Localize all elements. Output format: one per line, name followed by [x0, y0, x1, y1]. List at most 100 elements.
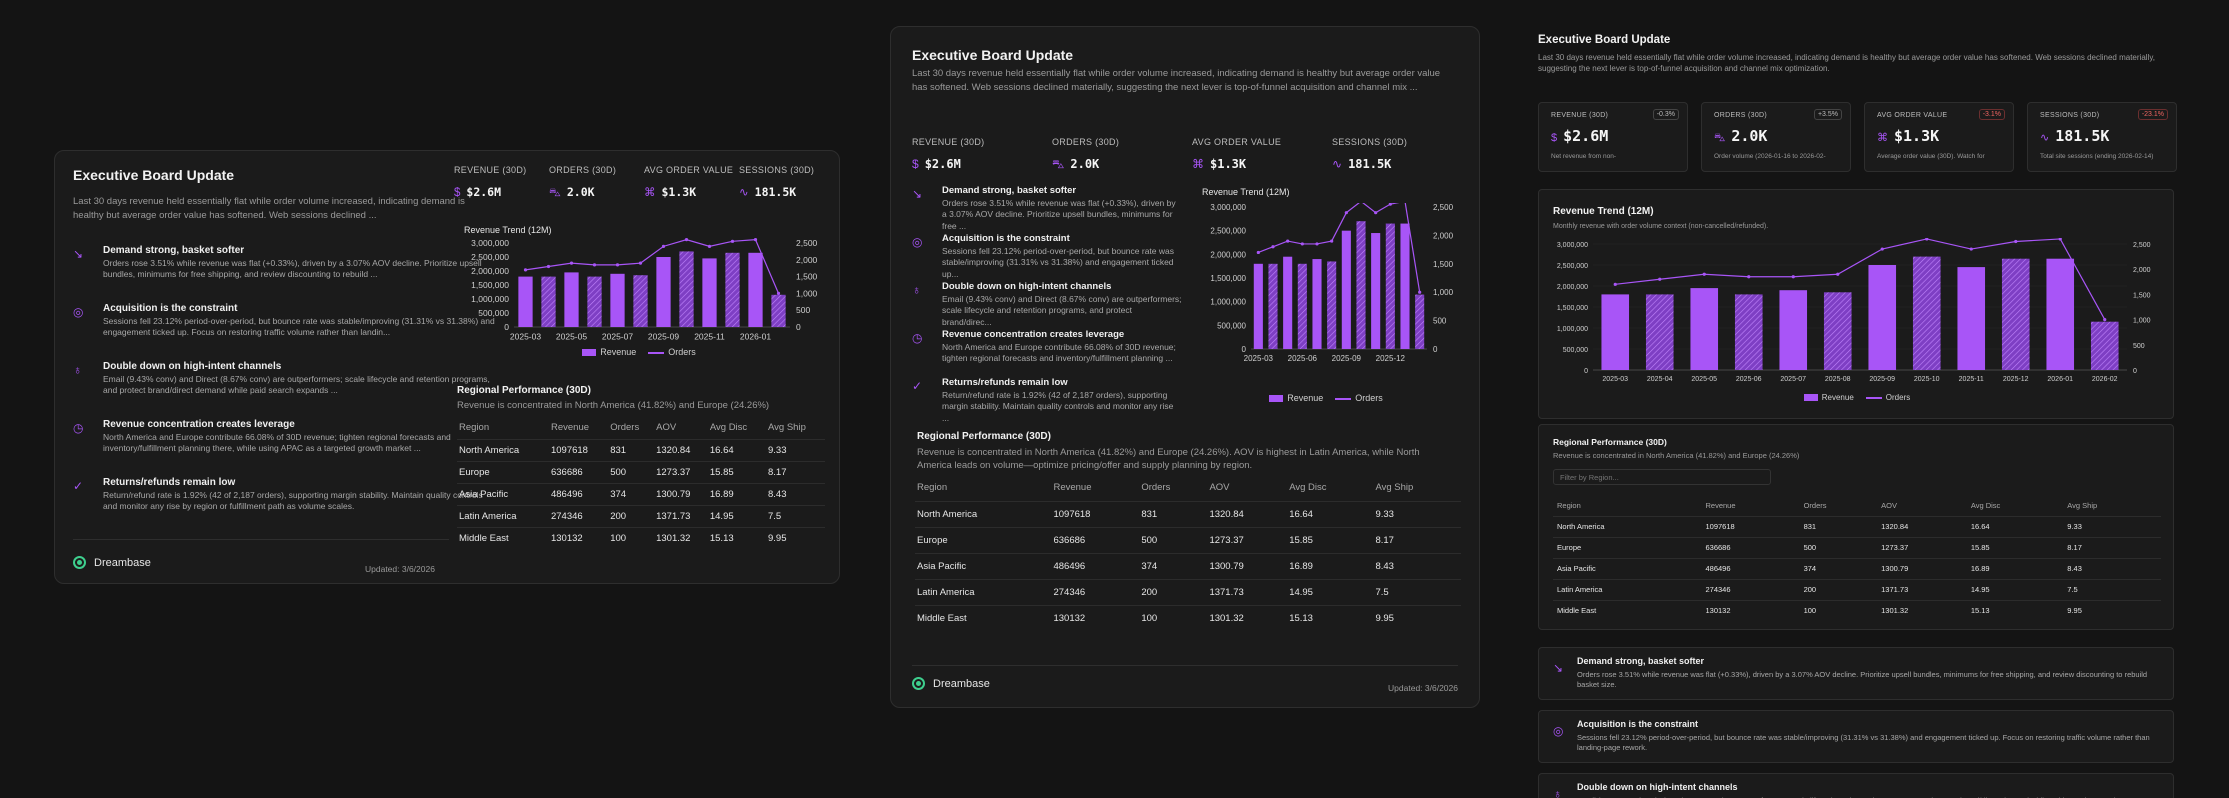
orders-point[interactable] [1658, 277, 1662, 281]
revenue-bar[interactable] [1268, 263, 1278, 349]
revenue-bar[interactable] [1601, 294, 1630, 370]
table-row[interactable]: Asia Pacific 486496 374 1300.79 16.89 8.43 [457, 482, 825, 505]
revenue-bar[interactable] [1341, 230, 1351, 349]
revenue-bar[interactable] [587, 276, 602, 327]
orders-point[interactable] [2014, 239, 2018, 244]
orders-point[interactable] [684, 238, 689, 242]
orders-point[interactable] [1300, 242, 1304, 246]
revenue-bar[interactable] [771, 294, 786, 327]
table-row[interactable]: North America 1097618 831 1320.84 16.64 9.33 [915, 500, 1461, 527]
orders-point[interactable] [2058, 238, 2062, 241]
column-header[interactable]: AOV [1209, 482, 1230, 494]
table-row[interactable]: Asia Pacific 486496 374 1300.79 16.89 8.43 [915, 552, 1461, 579]
orders-point[interactable] [1330, 239, 1334, 243]
orders-point[interactable] [776, 291, 781, 295]
orders-point[interactable] [661, 244, 666, 248]
orders-point[interactable] [1880, 247, 1884, 251]
column-header[interactable]: Orders [1803, 500, 1827, 510]
orders-point[interactable] [1388, 203, 1392, 206]
orders-point[interactable] [707, 244, 712, 248]
orders-point[interactable] [1315, 242, 1319, 246]
orders-point[interactable] [753, 238, 758, 242]
orders-point[interactable] [1256, 250, 1260, 255]
column-header[interactable]: AOV [1881, 500, 1897, 510]
revenue-bar[interactable] [725, 252, 740, 327]
revenue-bar[interactable] [633, 275, 648, 327]
column-header[interactable]: Avg Disc [1289, 482, 1327, 494]
revenue-bar[interactable] [656, 257, 671, 327]
column-header[interactable]: Region [917, 482, 948, 494]
region-filter-input[interactable] [1553, 469, 1771, 485]
column-header[interactable]: Avg Ship [1375, 482, 1414, 494]
revenue-bar[interactable] [1415, 294, 1425, 349]
revenue-bar[interactable] [1385, 223, 1395, 349]
revenue-bar[interactable] [2090, 321, 2119, 370]
orders-point[interactable] [1374, 211, 1378, 215]
orders-point[interactable] [1613, 282, 1617, 286]
revenue-bar[interactable] [1356, 221, 1366, 349]
orders-point[interactable] [523, 268, 528, 272]
orders-point[interactable] [1286, 239, 1290, 243]
column-header[interactable]: Avg Ship [768, 422, 806, 434]
revenue-bar[interactable] [1312, 259, 1322, 349]
revenue-bar[interactable] [1690, 288, 1719, 370]
column-header[interactable]: Revenue [1053, 482, 1092, 494]
orders-point[interactable] [1836, 272, 1840, 276]
column-header[interactable]: Avg Disc [1970, 500, 2001, 510]
column-header[interactable]: Region [459, 422, 490, 434]
revenue-bar[interactable] [1327, 261, 1337, 349]
orders-point[interactable] [546, 264, 551, 269]
table-row[interactable]: Europe 636686 500 1273.37 15.85 8.17 [457, 460, 825, 483]
table-row[interactable]: Latin America 274346 200 1371.73 14.95 7.5 [457, 504, 825, 527]
revenue-bar[interactable] [748, 252, 763, 327]
table-row[interactable]: North America 1097618 831 1320.84 16.64 9.33 [457, 438, 825, 461]
revenue-bar[interactable] [1371, 233, 1381, 349]
orders-point[interactable] [1702, 272, 1706, 276]
orders-point[interactable] [615, 263, 620, 267]
column-header[interactable]: Avg Ship [2067, 500, 2098, 510]
orders-point[interactable] [569, 261, 574, 265]
orders-point[interactable] [592, 263, 597, 267]
revenue-bar[interactable] [564, 272, 579, 327]
orders-point[interactable] [1969, 247, 1973, 251]
column-header[interactable]: Avg Disc [709, 422, 748, 434]
revenue-bar[interactable] [1645, 294, 1674, 370]
table-row[interactable]: Europe 636686 500 1273.37 15.85 8.17 [915, 526, 1461, 553]
revenue-bar[interactable] [1912, 256, 1941, 370]
column-header[interactable]: Orders [1141, 482, 1171, 494]
revenue-bar[interactable] [1297, 263, 1307, 349]
table-row[interactable]: Middle East 130132 100 1301.32 15.13 9.95 [1553, 599, 2161, 621]
column-header[interactable]: Region [1557, 500, 1581, 510]
table-row[interactable]: North America 1097618 831 1320.84 16.64 9.33 [1553, 515, 2161, 537]
table-row[interactable]: Asia Pacific 486496 374 1300.79 16.89 8.43 [1553, 557, 2161, 579]
revenue-bar[interactable] [1957, 267, 1986, 370]
orders-point[interactable] [1344, 211, 1348, 215]
table-row[interactable]: Latin America 274346 200 1371.73 14.95 7.5 [1553, 578, 2161, 600]
table-row[interactable]: Latin America 274346 200 1371.73 14.95 7.5 [915, 578, 1461, 605]
revenue-bar[interactable] [1283, 256, 1293, 349]
orders-point[interactable] [1271, 245, 1275, 249]
orders-point[interactable] [1747, 275, 1751, 279]
revenue-bar[interactable] [1823, 292, 1852, 370]
table-row[interactable]: Middle East 130132 100 1301.32 15.13 9.95 [915, 604, 1461, 631]
orders-point[interactable] [1925, 238, 1929, 241]
table-row[interactable]: Europe 636686 500 1273.37 15.85 8.17 [1553, 536, 2161, 558]
revenue-bar[interactable] [518, 276, 533, 327]
orders-point[interactable] [638, 261, 643, 265]
revenue-bar[interactable] [702, 258, 717, 327]
revenue-bar[interactable] [1400, 223, 1410, 349]
revenue-bar[interactable] [1868, 265, 1897, 370]
column-header[interactable]: Revenue [1705, 500, 1736, 510]
orders-point[interactable] [730, 239, 735, 243]
table-row[interactable]: Middle East 130132 100 1301.32 15.13 9.95 [457, 526, 825, 549]
column-header[interactable]: Revenue [550, 422, 590, 434]
revenue-bar[interactable] [679, 251, 694, 327]
revenue-bar[interactable] [2001, 258, 2030, 370]
revenue-bar[interactable] [1253, 263, 1263, 349]
orders-point[interactable] [2103, 318, 2107, 322]
revenue-bar[interactable] [541, 276, 556, 327]
revenue-bar[interactable] [2046, 258, 2075, 370]
revenue-bar[interactable] [610, 273, 625, 327]
revenue-bar[interactable] [1734, 294, 1763, 370]
column-header[interactable]: AOV [656, 422, 677, 434]
